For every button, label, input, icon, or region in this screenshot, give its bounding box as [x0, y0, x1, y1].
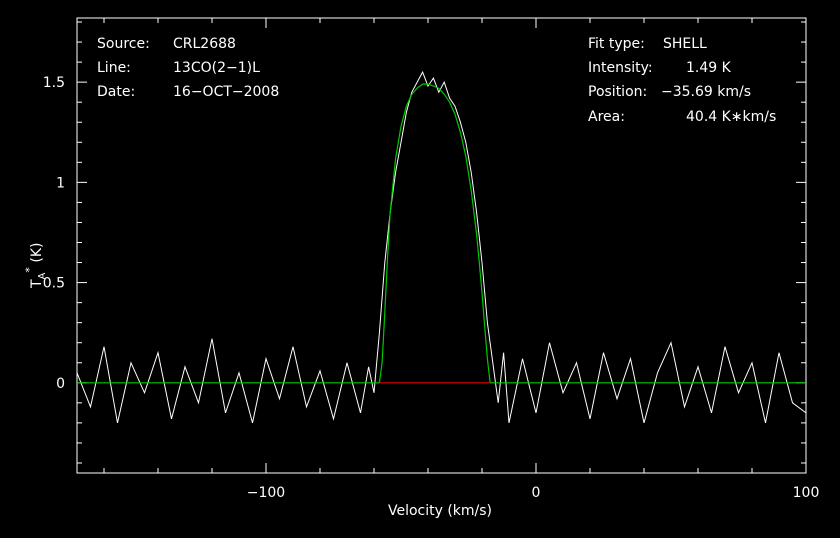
area-value: 40.4 K∗km/s: [686, 109, 777, 125]
fit-series: [77, 83, 806, 384]
date-value: 16−OCT−2008: [173, 84, 280, 100]
line-value: 13CO(2−1)L: [173, 60, 260, 76]
x-tick-label: 100: [793, 485, 820, 501]
fit-type-label: Fit type:: [588, 36, 645, 52]
source-label: Source:: [97, 36, 150, 52]
intensity-value: 1.49 K: [686, 60, 731, 76]
fit-type-value: SHELL: [663, 36, 707, 52]
y-tick-label: 1.5: [43, 75, 65, 91]
position-value: −35.69 km/s: [661, 84, 752, 100]
line-label: Line:: [97, 60, 131, 76]
x-tick-label: −100: [247, 485, 285, 501]
source-value: CRL2688: [173, 36, 236, 52]
position-label: Position:: [588, 84, 648, 100]
x-tick-label: 0: [532, 485, 541, 501]
plot-frame: [76, 17, 807, 474]
axis-tick-labels: −100 0 100 0 0.5 1 1.5: [43, 75, 820, 501]
y-tick-label: 0: [56, 376, 65, 392]
y-tick-label: 1: [56, 175, 65, 191]
spectrum-series: [76, 70, 807, 424]
date-label: Date:: [97, 84, 136, 100]
intensity-label: Intensity:: [588, 60, 653, 76]
x-axis-label: Velocity (km/s): [388, 503, 492, 519]
y-axis-label: TA* (K): [23, 243, 48, 289]
area-label: Area:: [588, 109, 625, 125]
y-tick-label: 0.5: [43, 276, 65, 292]
